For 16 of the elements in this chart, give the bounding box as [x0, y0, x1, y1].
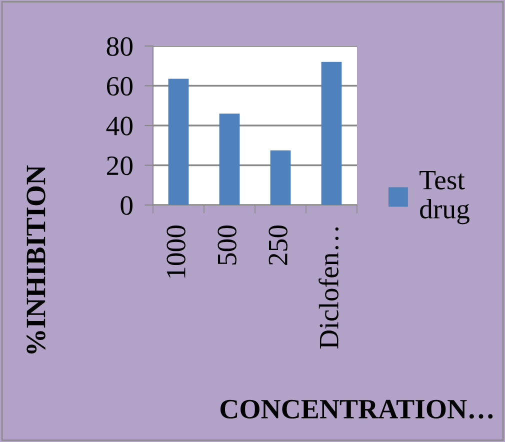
- bar: [270, 150, 291, 205]
- x-tick-label: 500: [218, 226, 236, 264]
- y-tick-label: 20: [106, 156, 132, 176]
- y-tick-label: 40: [106, 116, 132, 136]
- y-tick-label: 80: [106, 37, 132, 56]
- bar: [321, 62, 342, 205]
- bar: [219, 114, 240, 205]
- x-tick-label: 250: [268, 226, 288, 265]
- x-tick-label: Diclofen…: [318, 227, 339, 349]
- y-tick-label: 0: [120, 196, 132, 215]
- legend-label: Test drug: [420, 170, 470, 224]
- x-axis-title: CONCENTRATION…: [220, 400, 493, 419]
- x-tick-label: 1000: [166, 226, 186, 278]
- y-tick-label: 60: [106, 76, 132, 96]
- bar: [168, 78, 189, 205]
- y-axis-title: %INHIBITION: [26, 165, 46, 354]
